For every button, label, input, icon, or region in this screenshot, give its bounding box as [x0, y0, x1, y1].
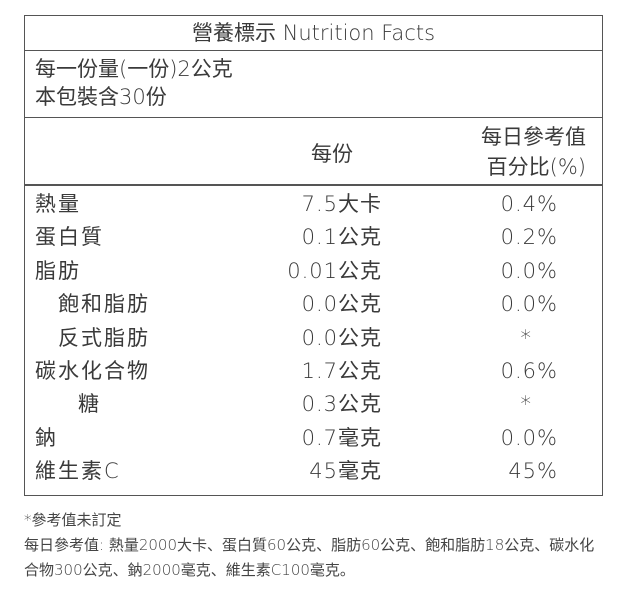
footnote: 每日參考值: 熱量2000大卡、蛋白質60公克、脂肪60公克、飽和脂肪18公克、… [24, 536, 595, 579]
row-per-serving: 0.0公克 [301, 292, 382, 317]
column-header: 每份 [311, 142, 353, 166]
row-name: 蛋白質 [35, 225, 104, 250]
row-per-serving: 0.1公克 [301, 225, 382, 250]
row-name: 維生素C [35, 459, 121, 484]
row-daily: 45% [508, 459, 558, 484]
row-name: 糖 [78, 392, 101, 417]
divider [25, 117, 602, 118]
divider [25, 50, 602, 51]
row-name: 脂肪 [35, 258, 81, 283]
row-per-serving: 45毫克 [309, 459, 382, 484]
row-name: 熱量 [35, 192, 81, 216]
row-per-serving: 0.01公克 [287, 258, 382, 283]
servings-per-package: 本包裝含30份 [35, 85, 167, 109]
row-name: 碳水化合物 [35, 359, 150, 383]
row-per-serving: 0.7毫克 [301, 425, 382, 450]
footnote: *參考值未訂定 [24, 511, 122, 529]
row-name: 飽和脂肪 [58, 292, 150, 317]
label-box: 營養標示 Nutrition Facts 每一份量(一份)2公克 本包裝含30份… [24, 15, 603, 496]
row-daily: * [520, 325, 532, 350]
row-daily: 0.6% [500, 359, 558, 383]
row-name: 反式脂肪 [58, 325, 150, 350]
row-per-serving: 0.3公克 [301, 392, 382, 417]
row-per-serving: 7.5大卡 [301, 192, 382, 216]
row-daily: 0.0% [500, 258, 558, 283]
row-daily: 0.0% [500, 292, 558, 317]
title: 營養標示 Nutrition Facts [191, 21, 436, 45]
row-per-serving: 1.7公克 [301, 359, 382, 383]
row-daily: 0.2% [500, 225, 558, 250]
row-daily: 0.4% [500, 192, 558, 216]
row-daily: 0.0% [500, 425, 558, 450]
serving-size: 每一份量(一份)2公克 [35, 57, 233, 81]
row-name: 鈉 [35, 425, 58, 450]
column-header: 百分比(%) [486, 155, 586, 179]
row-per-serving: 0.0公克 [301, 325, 382, 350]
divider [25, 184, 602, 186]
column-header: 每日參考值 [481, 125, 586, 149]
row-daily: * [520, 392, 532, 417]
